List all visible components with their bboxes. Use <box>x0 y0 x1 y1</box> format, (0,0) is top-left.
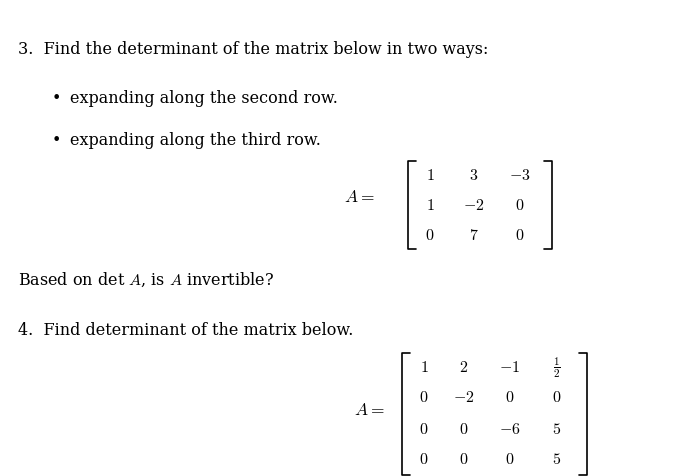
Text: $0$: $0$ <box>515 227 525 244</box>
Text: $-2$: $-2$ <box>453 389 475 407</box>
Text: $A =$: $A =$ <box>344 188 375 206</box>
Text: $-6$: $-6$ <box>499 421 521 438</box>
Text: $-2$: $-2$ <box>463 197 485 214</box>
Text: 4.  Find determinant of the matrix below.: 4. Find determinant of the matrix below. <box>18 322 354 339</box>
Text: $\frac{1}{2}$: $\frac{1}{2}$ <box>553 355 561 380</box>
Text: •: • <box>52 132 62 149</box>
Text: $0$: $0$ <box>505 451 514 468</box>
Text: $0$: $0$ <box>515 197 525 214</box>
Text: $0$: $0$ <box>459 421 469 438</box>
Text: $5$: $5$ <box>552 421 561 438</box>
Text: $-1$: $-1$ <box>499 359 521 377</box>
Text: $-3$: $-3$ <box>509 167 531 184</box>
Text: $1$: $1$ <box>419 359 428 377</box>
Text: 3.  Find the determinant of the matrix below in two ways:: 3. Find the determinant of the matrix be… <box>18 41 489 58</box>
Text: $0$: $0$ <box>419 421 428 438</box>
Text: $0$: $0$ <box>419 451 428 468</box>
Text: expanding along the third row.: expanding along the third row. <box>70 132 321 149</box>
Text: •: • <box>52 90 62 108</box>
Text: $1$: $1$ <box>426 167 435 184</box>
Text: $2$: $2$ <box>459 359 468 377</box>
Text: $5$: $5$ <box>552 451 561 468</box>
Text: $7$: $7$ <box>469 227 479 244</box>
Text: $0$: $0$ <box>505 389 514 407</box>
Text: $0$: $0$ <box>426 227 435 244</box>
Text: $1$: $1$ <box>426 197 435 214</box>
Text: $0$: $0$ <box>419 389 428 407</box>
Text: $A =$: $A =$ <box>354 402 385 419</box>
Text: expanding along the second row.: expanding along the second row. <box>70 90 338 108</box>
Text: Based on det $A$, is $A$ invertible?: Based on det $A$, is $A$ invertible? <box>18 271 274 289</box>
Text: $3$: $3$ <box>470 167 479 184</box>
Text: $0$: $0$ <box>552 389 561 407</box>
Text: $0$: $0$ <box>459 451 469 468</box>
